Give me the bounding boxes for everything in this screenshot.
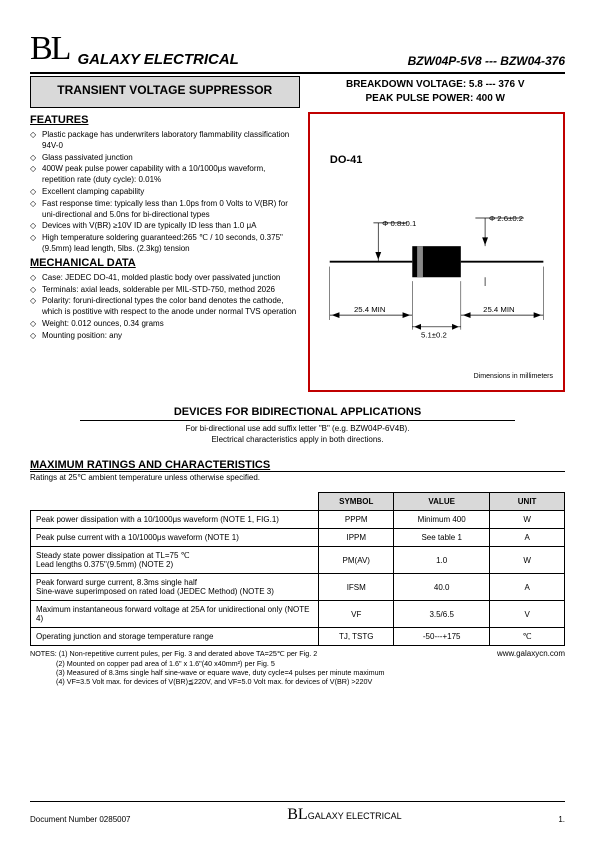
product-title: TRANSIENT VOLTAGE SUPPRESSOR: [30, 76, 300, 108]
mechanical-heading: MECHANICAL DATA: [30, 257, 300, 269]
notes-block: www.galaxycn.com NOTES: (1) Non-repetiti…: [30, 649, 565, 686]
td-unit: W: [490, 511, 565, 529]
mechanical-list: Case: JEDEC DO-41, molded plastic body o…: [30, 273, 300, 342]
th-unit: UNIT: [490, 493, 565, 511]
td-value: See table 1: [394, 529, 490, 547]
list-item: Fast response time: typically less than …: [30, 199, 300, 221]
dim-body-length: 5.1±0.2: [421, 330, 447, 339]
main-content: FEATURES Plastic package has underwriter…: [30, 112, 565, 392]
page-number: 1.: [558, 815, 565, 824]
td-symbol: IFSM: [319, 574, 394, 601]
list-item: Plastic package has underwriters laborat…: [30, 130, 300, 152]
package-diagram: DO-41 Φ 0.8±0.1 Φ 2.6±0.2: [308, 112, 565, 392]
list-item: Glass passivated junction: [30, 153, 300, 164]
list-item: Devices with V(BR) ≥10V ID are typically…: [30, 221, 300, 232]
divider: [30, 72, 565, 74]
td-symbol: PPPM: [319, 511, 394, 529]
table-row: Operating junction and storage temperatu…: [31, 628, 565, 646]
bidirectional-heading: DEVICES FOR BIDIRECTIONAL APPLICATIONS: [30, 406, 565, 418]
table-row: Steady state power dissipation at TL=75 …: [31, 547, 565, 574]
breakdown-voltage: BREAKDOWN VOLTAGE: 5.8 --- 376 V: [306, 78, 566, 92]
td-param: Peak pulse current with a 10/1000μs wave…: [31, 529, 319, 547]
td-param: Operating junction and storage temperatu…: [31, 628, 319, 646]
table-header-row: SYMBOL VALUE UNIT: [31, 493, 565, 511]
company-name: GALAXY ELECTRICAL: [77, 51, 407, 68]
header: BL GALAXY ELECTRICAL BZW04P-5V8 --- BZW0…: [30, 30, 565, 68]
td-value: -50---+175: [394, 628, 490, 646]
list-item: Excellent clamping capability: [30, 187, 300, 198]
note-1: (1) Non-repetitive current pules, per Fi…: [59, 649, 318, 658]
document-number: Document Number 0285007: [30, 815, 131, 824]
footer-company: GALAXY ELECTRICAL: [308, 811, 402, 821]
list-item: High temperature soldering guaranteed:26…: [30, 233, 300, 255]
table-row: Maximum instantaneous forward voltage at…: [31, 601, 565, 628]
td-param: Maximum instantaneous forward voltage at…: [31, 601, 319, 628]
td-value: 3.5/6.5: [394, 601, 490, 628]
bidirectional-note: For bi-directional use add suffix letter…: [80, 420, 515, 445]
bidir-line1: For bi-directional use add suffix letter…: [80, 423, 515, 434]
list-item: Terminals: axial leads, solderable per M…: [30, 285, 300, 296]
td-param: Steady state power dissipation at TL=75 …: [31, 547, 319, 574]
th-symbol: SYMBOL: [319, 493, 394, 511]
list-item: Polarity: foruni-directional types the c…: [30, 296, 300, 318]
package-type: DO-41: [330, 154, 362, 166]
website-url: www.galaxycn.com: [497, 649, 565, 659]
logo: BL: [30, 30, 69, 68]
dim-lead-diameter: Φ 0.8±0.1: [382, 219, 416, 228]
list-item: Weight: 0.012 ounces, 0.34 grams: [30, 319, 300, 330]
note-2: (2) Mounted on copper pad area of 1.6" x…: [56, 659, 275, 668]
th-blank: [31, 493, 319, 511]
note-4: (4) VF=3.5 Volt max. for devices of V(BR…: [56, 677, 372, 686]
td-unit: ℃: [490, 628, 565, 646]
td-symbol: PM(AV): [319, 547, 394, 574]
footer-brand: BLGALAXY ELECTRICAL: [287, 806, 401, 824]
td-symbol: TJ, TSTG: [319, 628, 394, 646]
max-ratings-heading: MAXIMUM RATINGS AND CHARACTERISTICS: [30, 459, 565, 471]
td-symbol: IPPM: [319, 529, 394, 547]
ratings-table: SYMBOL VALUE UNIT Peak power dissipation…: [30, 492, 565, 646]
td-unit: V: [490, 601, 565, 628]
title-row: TRANSIENT VOLTAGE SUPPRESSOR BREAKDOWN V…: [30, 76, 565, 108]
footer-logo: BL: [287, 806, 307, 823]
notes-label: NOTES:: [30, 649, 57, 658]
left-column: FEATURES Plastic package has underwriter…: [30, 112, 300, 392]
part-number-range: BZW04P-5V8 --- BZW04-376: [408, 54, 565, 68]
note-3: (3) Measured of 8.3ms single half sine-w…: [56, 668, 385, 677]
dim-lead-right: 25.4 MIN: [483, 305, 514, 314]
list-item: Mounting position: any: [30, 331, 300, 342]
footer: Document Number 0285007 BLGALAXY ELECTRI…: [30, 801, 565, 824]
right-column: DO-41 Φ 0.8±0.1 Φ 2.6±0.2: [308, 112, 565, 392]
td-value: Minimum 400: [394, 511, 490, 529]
table-row: Peak pulse current with a 10/1000μs wave…: [31, 529, 565, 547]
td-symbol: VF: [319, 601, 394, 628]
max-ratings-subtitle: Ratings at 25℃ ambient temperature unles…: [30, 471, 565, 482]
features-heading: FEATURES: [30, 114, 300, 126]
list-item: Case: JEDEC DO-41, molded plastic body o…: [30, 273, 300, 284]
td-param: Peak forward surge current, 8.3ms single…: [31, 574, 319, 601]
features-list: Plastic package has underwriters laborat…: [30, 130, 300, 255]
table-row: Peak power dissipation with a 10/1000μs …: [31, 511, 565, 529]
table-row: Peak forward surge current, 8.3ms single…: [31, 574, 565, 601]
dim-lead-left: 25.4 MIN: [354, 305, 385, 314]
td-value: 40.0: [394, 574, 490, 601]
td-unit: A: [490, 529, 565, 547]
th-value: VALUE: [394, 493, 490, 511]
td-unit: W: [490, 547, 565, 574]
peak-pulse-power: PEAK PULSE POWER: 400 W: [306, 92, 566, 106]
dimensions-note: Dimensions in millimeters: [474, 373, 553, 380]
dim-body-diameter: Φ 2.6±0.2: [489, 214, 523, 223]
spec-box: BREAKDOWN VOLTAGE: 5.8 --- 376 V PEAK PU…: [306, 76, 566, 108]
td-value: 1.0: [394, 547, 490, 574]
list-item: 400W peak pulse power capability with a …: [30, 164, 300, 186]
td-unit: A: [490, 574, 565, 601]
bidir-line2: Electrical characteristics apply in both…: [80, 434, 515, 445]
td-param: Peak power dissipation with a 10/1000μs …: [31, 511, 319, 529]
